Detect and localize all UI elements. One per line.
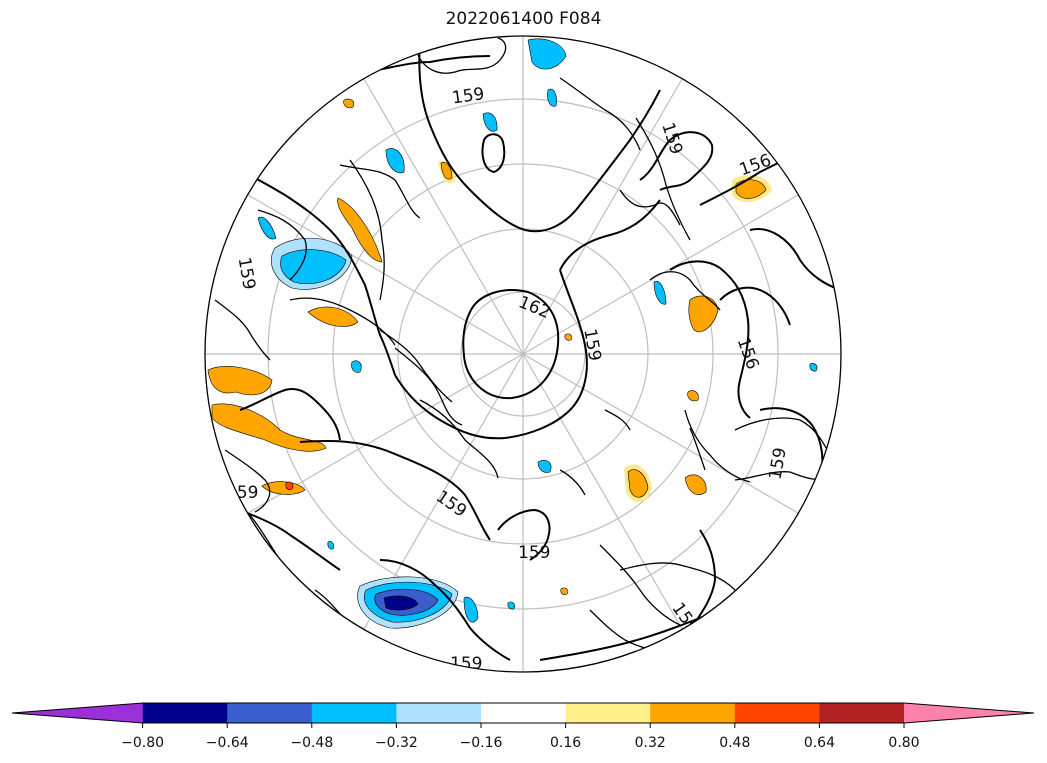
contour-label: 159 (226, 483, 258, 503)
colorbar-tick-label: −0.80 (121, 735, 164, 751)
contour-159 (539, 609, 721, 661)
positive-anomaly (307, 306, 359, 327)
contour-156 (749, 228, 841, 291)
contour-159 (239, 388, 341, 441)
polar-map: 159 159 156 159 162 159 156 159 159 159 … (205, 36, 841, 672)
positive-anomaly (560, 587, 569, 595)
negative-anomaly (507, 601, 515, 610)
positive-anomaly (207, 366, 273, 396)
colorbar-segment (819, 703, 905, 723)
colorbar-segment (650, 703, 736, 723)
negative-anomaly (463, 596, 479, 623)
colorbar-tick-label: 0.16 (550, 735, 581, 751)
contour-159 (481, 133, 506, 174)
contour-159 (689, 529, 717, 631)
negative-anomaly (653, 280, 667, 305)
positive-anomaly (211, 403, 327, 452)
colorbar-tick-label: 0.48 (719, 735, 750, 751)
colorbar-tick-label: 0.80 (888, 735, 919, 751)
contour-156 (719, 286, 791, 326)
negative-anomaly (280, 249, 347, 285)
negative-anomaly (327, 541, 334, 550)
negative-anomaly (809, 363, 818, 372)
colorbar: −0.80 −0.64 −0.48 −0.32 −0.16 0.16 0.32 0.48 0.6… (11, 702, 1035, 751)
contour-156 (669, 260, 751, 419)
contour-159 (229, 164, 396, 376)
colorbar-tick-label: 0.32 (635, 735, 666, 751)
contour-159 (299, 440, 491, 541)
colorbar-tick-label: −0.48 (290, 735, 333, 751)
positive-anomaly (684, 474, 707, 495)
chart-title: 2022061400 F084 (445, 9, 602, 29)
colorbar-segment (481, 703, 567, 723)
map-boundary (204, 35, 842, 673)
positive-anomaly (285, 481, 294, 490)
colorbar-segment (734, 703, 820, 723)
colorbar-tick-label: 0.64 (804, 735, 835, 751)
negative-anomaly (547, 88, 557, 107)
colorbar-tick-label: −0.16 (460, 735, 503, 751)
contour-159 (639, 131, 714, 191)
contour-159 (559, 199, 661, 271)
colorbar-segment (396, 703, 482, 723)
negative-anomaly (537, 460, 552, 473)
colorbar-segment (12, 703, 143, 723)
contour-label: 159 (451, 84, 486, 108)
colorbar-tick-label: −0.32 (375, 735, 418, 751)
colorbar-segment (227, 703, 313, 723)
positive-anomaly (627, 469, 649, 498)
contour-159 (418, 39, 661, 233)
negative-anomaly (385, 148, 405, 174)
negative-anomaly (383, 595, 419, 611)
contour-162 (462, 289, 560, 400)
positive-anomaly (343, 98, 355, 109)
colorbar-segment (142, 703, 228, 723)
contour-159 (497, 508, 551, 561)
contour-159 (394, 269, 588, 440)
colorbar-segment (904, 703, 1034, 723)
positive-anomaly (688, 295, 719, 332)
shaded-anomalies (207, 38, 818, 629)
positive-anomaly (440, 162, 453, 180)
colorbar-segment (311, 703, 397, 723)
positive-anomaly (337, 197, 383, 263)
positive-anomaly (687, 390, 699, 402)
positive-anomaly (261, 481, 306, 495)
contour-label: 159 (518, 543, 550, 563)
negative-anomaly (257, 216, 277, 240)
negative-anomaly (351, 360, 362, 373)
negative-anomaly (527, 38, 567, 70)
positive-anomaly (564, 333, 573, 341)
colorbar-segment (565, 703, 651, 723)
contour-159 (379, 559, 511, 661)
colorbar-tick-label: −0.64 (206, 735, 249, 751)
negative-anomaly (482, 112, 498, 132)
